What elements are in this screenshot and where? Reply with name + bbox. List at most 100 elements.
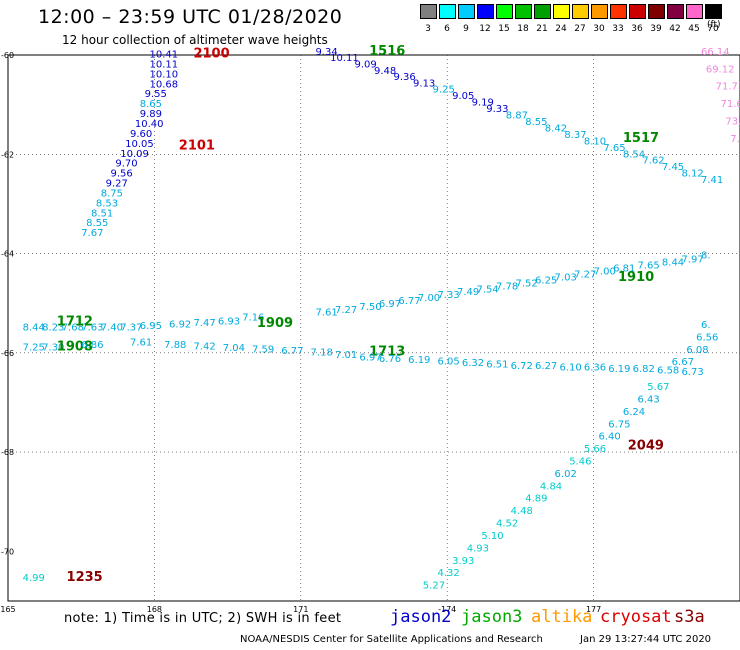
swh-value: 6.56 bbox=[696, 332, 718, 343]
swh-value: 6.67 bbox=[672, 357, 694, 368]
legend-label: 39 bbox=[650, 24, 662, 34]
swh-value: 9.09 bbox=[354, 59, 376, 70]
swh-value: 6.40 bbox=[598, 432, 620, 443]
swh-value: 7.00 bbox=[418, 293, 440, 304]
swh-value: 4.93 bbox=[467, 543, 489, 554]
swh-value: 6.32 bbox=[462, 358, 484, 369]
swh-value: 7.61 bbox=[130, 337, 152, 348]
legend-swatch bbox=[439, 4, 456, 19]
swh-value: 8.55 bbox=[525, 117, 547, 128]
swh-value: 4.52 bbox=[496, 519, 518, 530]
swh-value: 6.25 bbox=[535, 275, 557, 286]
swh-value: 7.68 bbox=[62, 322, 84, 333]
legend-swatch bbox=[420, 4, 437, 19]
swh-value: 6.81 bbox=[613, 263, 635, 274]
legend-swatch bbox=[496, 4, 513, 19]
swh-value: 8. bbox=[701, 251, 711, 262]
swh-value: 71.73 bbox=[716, 82, 740, 93]
legend-label: 36 bbox=[631, 24, 643, 34]
pass-time-label: 1908 bbox=[57, 339, 93, 354]
swh-value: 9.60 bbox=[130, 129, 152, 140]
swh-value: 7.30 bbox=[42, 342, 64, 353]
swh-value: 6.93 bbox=[218, 317, 240, 328]
swh-value: 7.97 bbox=[681, 254, 703, 265]
sat-jason3: jason3 bbox=[461, 607, 523, 627]
swh-value: 9.33 bbox=[486, 104, 508, 115]
swh-value: 73. bbox=[725, 116, 740, 127]
swh-value: 9.36 bbox=[394, 72, 416, 83]
swh-value: 5.27 bbox=[423, 581, 445, 592]
swh-value: 7.65 bbox=[638, 260, 660, 271]
swh-value: 7.67 bbox=[81, 228, 103, 239]
swh-value: 7.61 bbox=[315, 308, 337, 319]
swh-value: 7.59 bbox=[252, 344, 274, 355]
pass-time-label: 2049 bbox=[628, 439, 664, 454]
swh-value: 6.58 bbox=[657, 366, 679, 377]
swh-value: 5.67 bbox=[647, 382, 669, 393]
swh-value: 8.44 bbox=[662, 257, 684, 268]
swh-value: 6.05 bbox=[437, 357, 459, 368]
legend-label: 9 bbox=[463, 24, 469, 34]
lon-tick-label: -174 bbox=[438, 605, 456, 614]
legend-swatch bbox=[534, 4, 551, 19]
swh-value: 7.52 bbox=[516, 278, 538, 289]
legend-swatch bbox=[553, 4, 570, 19]
swh-value: 6.86 bbox=[81, 340, 103, 351]
swh-value: 8.54 bbox=[623, 149, 645, 160]
legend-swatch bbox=[477, 4, 494, 19]
swh-value: 7.47 bbox=[193, 318, 215, 329]
swh-value: 7.40 bbox=[101, 322, 123, 333]
legend-label: 45 bbox=[688, 24, 700, 34]
swh-value: 9.70 bbox=[115, 159, 137, 170]
swh-value: 6.76 bbox=[379, 354, 401, 365]
swh-value: 8.87 bbox=[506, 111, 528, 122]
legend-swatch bbox=[610, 4, 627, 19]
swh-value: 7.49 bbox=[457, 287, 479, 298]
legend-label: 6 bbox=[444, 24, 450, 34]
pass-time-label: 1516 bbox=[369, 44, 405, 59]
swh-value: 9.25 bbox=[433, 85, 455, 96]
swh-value: 66.14 bbox=[701, 47, 730, 58]
lat-tick-label: -68 bbox=[1, 448, 14, 457]
legend-label: 3 bbox=[425, 24, 431, 34]
swh-value: 9.13 bbox=[413, 78, 435, 89]
swh-value: 7.37 bbox=[120, 322, 142, 333]
swh-value: 6.19 bbox=[408, 355, 430, 366]
swh-value: 8.42 bbox=[545, 123, 567, 134]
lat-tick-label: -60 bbox=[1, 51, 14, 60]
swh-value: 9.05 bbox=[452, 91, 474, 102]
swh-value: 6. bbox=[701, 320, 711, 331]
swh-value: 6.10 bbox=[559, 363, 581, 374]
swh-value: 6.02 bbox=[555, 469, 577, 480]
swh-value: 3.93 bbox=[452, 556, 474, 567]
legend-swatch bbox=[591, 4, 608, 19]
pass-time-label: 1713 bbox=[369, 344, 405, 359]
swh-value: 7. bbox=[730, 134, 740, 145]
swh-value: 8.51 bbox=[91, 208, 113, 219]
swh-value: 7.03 bbox=[555, 272, 577, 283]
swh-value: 8.37 bbox=[564, 130, 586, 141]
swh-value: 7.18 bbox=[311, 347, 333, 358]
swh-value: 7.88 bbox=[164, 340, 186, 351]
lon-tick-label: 177 bbox=[586, 605, 601, 614]
swh-value: 9.89 bbox=[140, 109, 162, 120]
legend-swatch bbox=[705, 4, 722, 19]
swh-value: 6.97 bbox=[379, 299, 401, 310]
pass-time-label: 2100 bbox=[193, 46, 229, 61]
swh-value: 8.23 bbox=[42, 322, 64, 333]
swh-value: 8.53 bbox=[96, 198, 118, 209]
legend-label: 42 bbox=[669, 24, 681, 34]
swh-value: 9.19 bbox=[472, 98, 494, 109]
legend-swatch bbox=[629, 4, 646, 19]
pass-time-label: 1517 bbox=[623, 131, 659, 146]
swh-value: 4.32 bbox=[437, 568, 459, 579]
swh-value: 8.44 bbox=[23, 322, 45, 333]
swh-value: 8.65 bbox=[140, 99, 162, 110]
swh-value: 6.77 bbox=[398, 296, 420, 307]
swh-value: 6.75 bbox=[608, 419, 630, 430]
swh-value: 7.41 bbox=[701, 175, 723, 186]
pass-time-label: 2101 bbox=[179, 138, 215, 153]
swh-value: 8.55 bbox=[86, 218, 108, 229]
swh-value: 7.27 bbox=[335, 305, 357, 316]
